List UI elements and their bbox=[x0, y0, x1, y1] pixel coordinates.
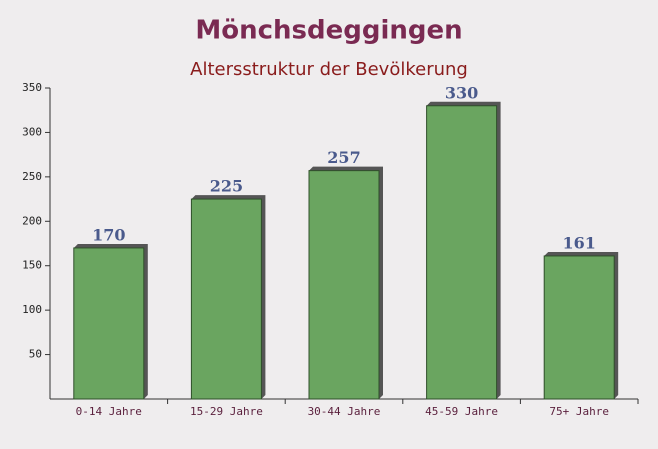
chart-subtitle: Altersstruktur der Bevölkerung bbox=[190, 59, 468, 80]
x-tick-label: 15-29 Jahre bbox=[190, 405, 263, 418]
bar bbox=[308, 170, 380, 400]
value-label: 225 bbox=[210, 177, 243, 196]
value-label: 257 bbox=[327, 148, 360, 167]
bar bbox=[73, 247, 145, 400]
x-tick-label: 0-14 Jahre bbox=[76, 405, 142, 418]
y-tick-label: 200 bbox=[22, 214, 42, 227]
bar bbox=[426, 105, 498, 400]
y-tick-label: 100 bbox=[22, 303, 42, 316]
value-label: 330 bbox=[445, 83, 478, 102]
chart-title: Mönchsdeggingen bbox=[195, 16, 462, 46]
y-tick-label: 150 bbox=[22, 259, 42, 272]
x-tick-label: 30-44 Jahre bbox=[308, 405, 381, 418]
x-tick-label: 45-59 Jahre bbox=[425, 405, 498, 418]
y-tick-label: 250 bbox=[22, 170, 42, 183]
x-tick-label: 75+ Jahre bbox=[549, 405, 609, 418]
value-label: 161 bbox=[562, 233, 595, 252]
y-tick-label: 50 bbox=[29, 348, 42, 361]
y-tick-label: 350 bbox=[22, 81, 42, 94]
bar bbox=[543, 255, 615, 400]
bar bbox=[190, 198, 262, 400]
value-label: 170 bbox=[92, 225, 125, 244]
y-tick-label: 300 bbox=[22, 125, 42, 138]
